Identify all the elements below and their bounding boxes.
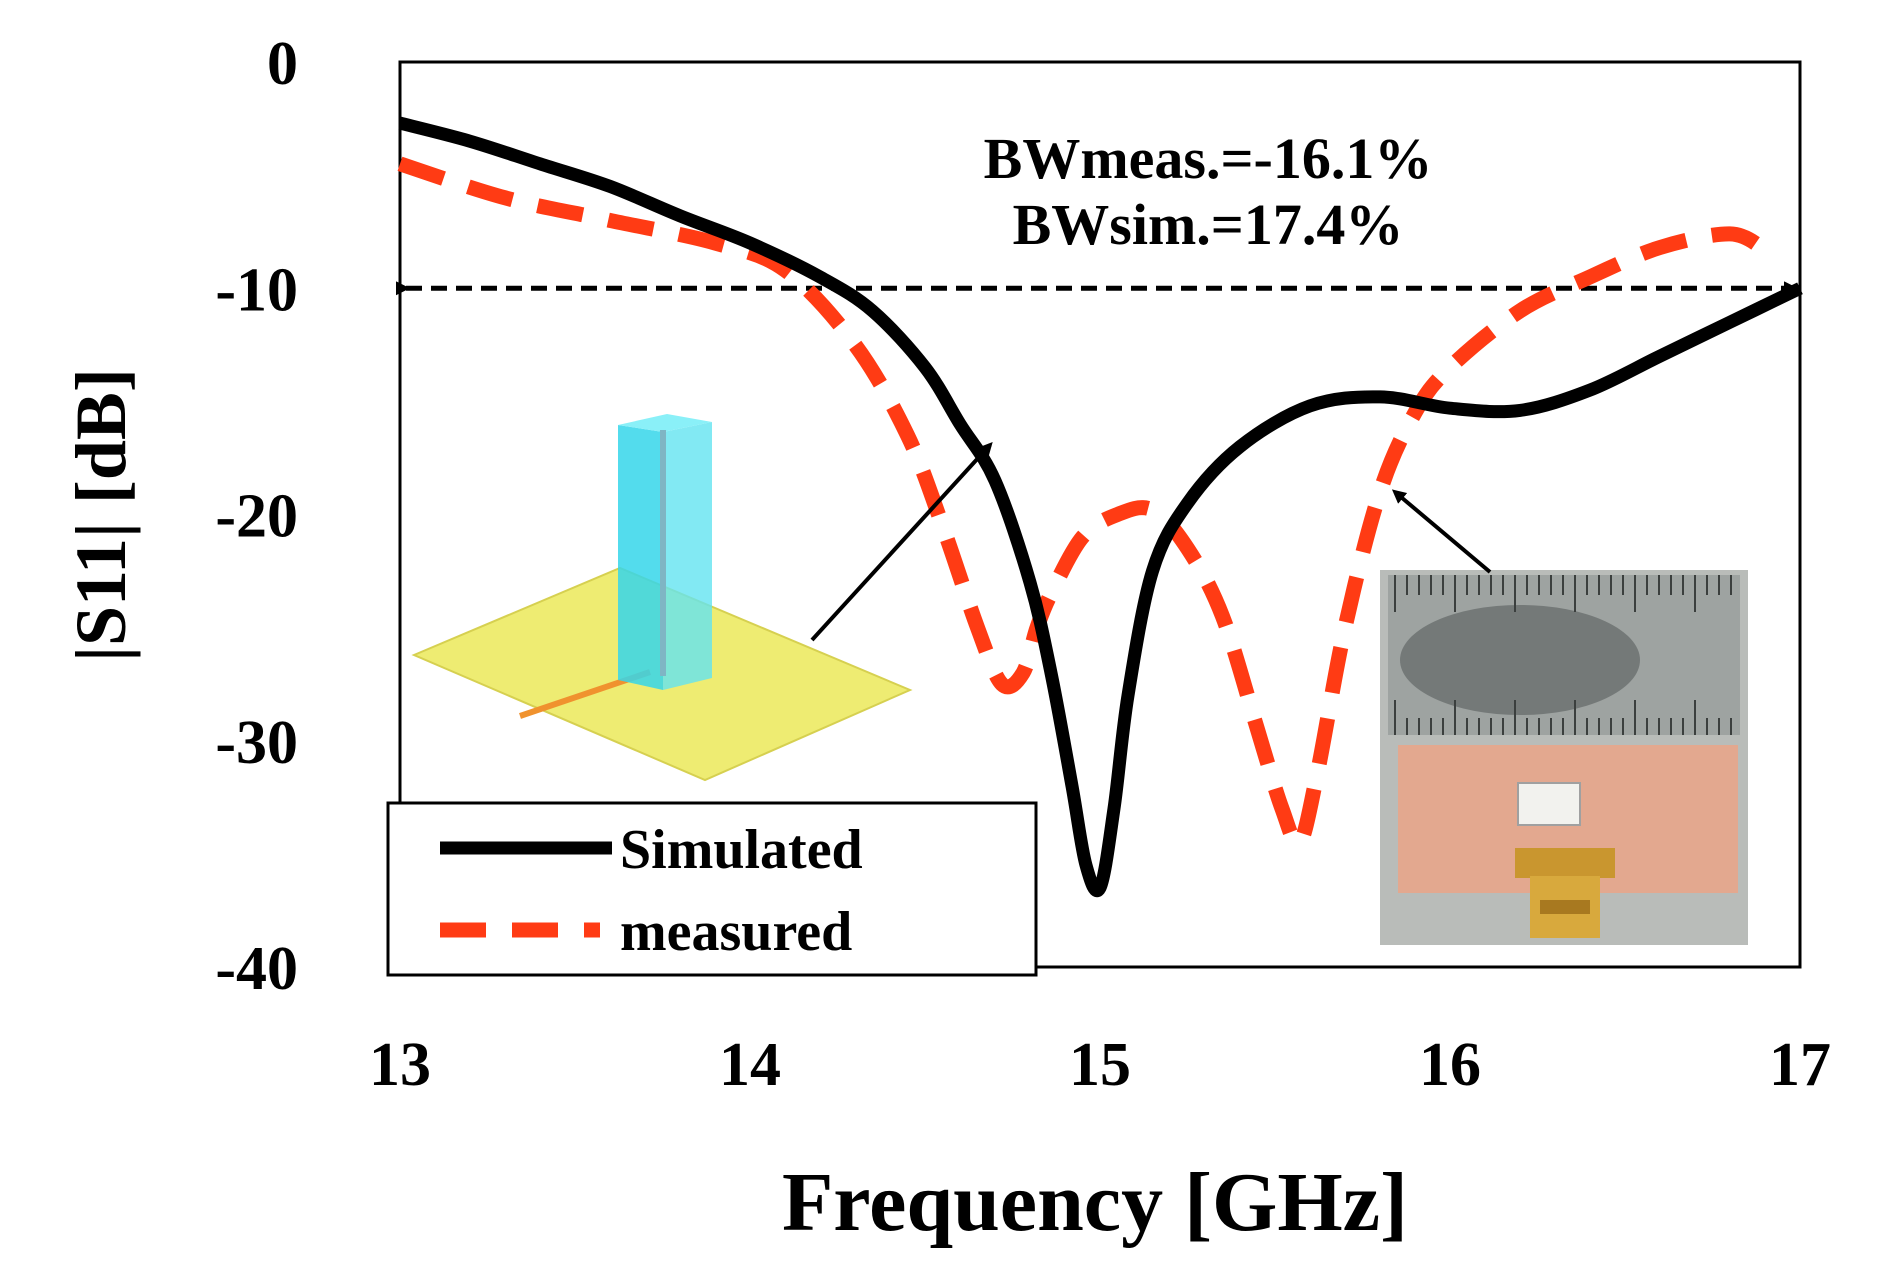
dielectric-column-side <box>663 422 712 690</box>
ruler-shadow <box>1400 605 1640 715</box>
series-measured-line <box>397 156 1769 852</box>
sma-connector-ring <box>1540 900 1590 914</box>
legend-label-measured: measured <box>620 901 852 963</box>
prototype-photo-inset <box>1380 570 1748 945</box>
pointer-arrow-to-simulated <box>810 442 993 642</box>
legend-box <box>386 801 1038 977</box>
y-tick-label: -10 <box>215 256 298 324</box>
bw-sim-label: BWsim.=17.4% <box>1013 192 1404 257</box>
legend: Simulated measured <box>386 801 1038 977</box>
y-tick-label: -30 <box>215 709 298 777</box>
x-tick-label: 15 <box>1069 1031 1131 1099</box>
ruler-ticks <box>1394 575 1732 735</box>
sma-connector-flange <box>1515 848 1615 878</box>
x-axis-title: Frequency [GHz] <box>782 1156 1408 1249</box>
legend-label-simulated: Simulated <box>620 819 863 881</box>
y-tick-label: 0 <box>267 30 298 98</box>
x-tick-label: 14 <box>719 1031 781 1099</box>
dielectric-column-top <box>618 414 712 432</box>
y-tick-label: -20 <box>215 483 298 551</box>
y-axis-title: |S11| [dB] <box>61 368 141 662</box>
dielectric-column-front <box>618 425 663 690</box>
y-tick-label: -40 <box>215 935 298 1003</box>
y-tick-labels: 0 -10 -20 -30 -40 <box>215 30 298 1003</box>
x-tick-label: 13 <box>369 1031 431 1099</box>
series-simulated-line <box>398 116 1803 898</box>
x-tick-label: 16 <box>1419 1031 1481 1099</box>
x-tick-labels: 13 14 15 16 17 <box>369 1031 1831 1099</box>
pointer-arrow-to-measured <box>1391 489 1492 574</box>
antenna-3d-model-inset <box>411 414 913 782</box>
dielectric-chip <box>1517 782 1581 826</box>
x-tick-label: 17 <box>1769 1031 1831 1099</box>
bw-meas-label: BWmeas.=-16.1% <box>984 126 1433 191</box>
